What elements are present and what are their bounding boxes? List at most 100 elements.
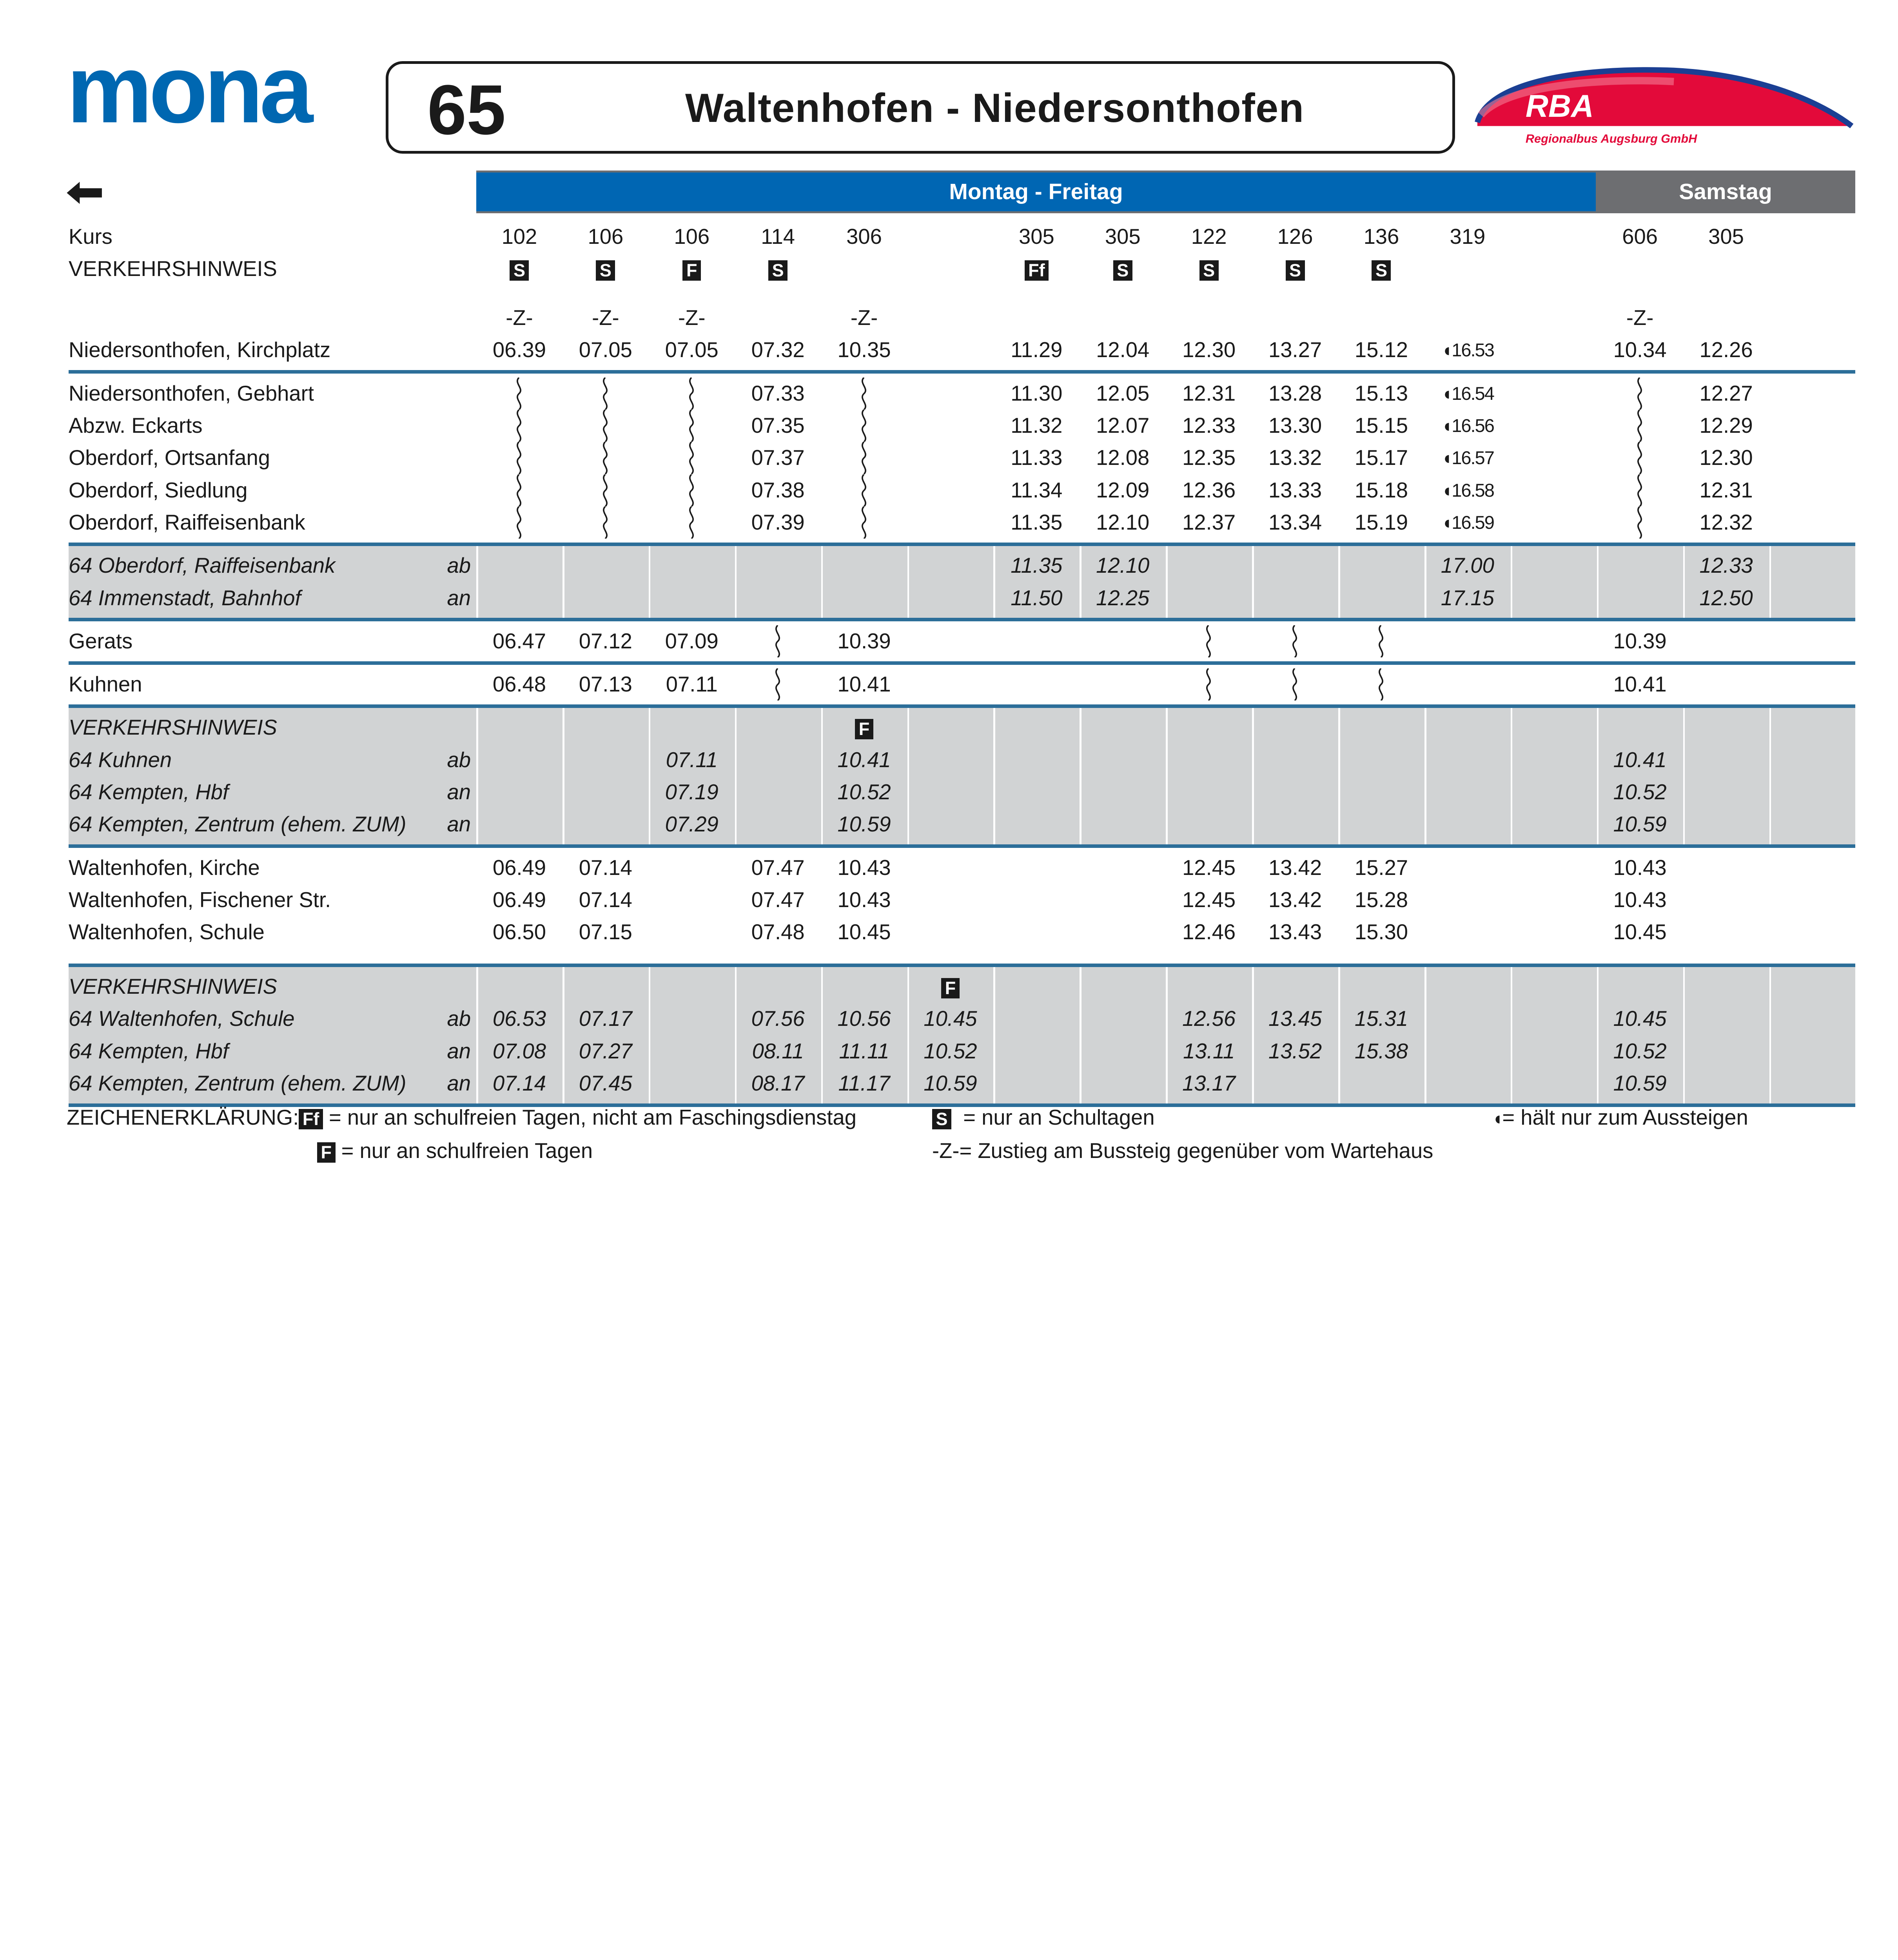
- legend-symbol-z: -Z-: [932, 1139, 960, 1163]
- column-separator: [1252, 708, 1254, 845]
- column-separator: [648, 967, 651, 1103]
- departure-time: 07.48: [751, 920, 805, 944]
- timetable-row: Waltenhofen, Schule 06.50 07.15 07.48 10.45 1…: [69, 916, 1855, 948]
- badge-f: F: [941, 978, 960, 998]
- timetable-row: Waltenhofen, Fischener Str. 06.49 07.14 07.…: [69, 884, 1855, 916]
- stop-name: VERKEHRSHINWEIS: [69, 975, 277, 999]
- departure-time: 12.08: [1096, 446, 1150, 470]
- departure-time: 07.09: [665, 629, 719, 653]
- arr-dep-marker: ab: [447, 1007, 471, 1031]
- departure-time: 07.05: [665, 338, 719, 362]
- departure-time: 07.11: [666, 672, 718, 697]
- badge-s: S: [1199, 260, 1219, 281]
- departure-time: 12.46: [1182, 920, 1236, 944]
- timetable-row: VERKEHRSHINWEIS F: [69, 971, 1855, 1003]
- column-separator: [993, 708, 996, 845]
- stop-name: 64 Kuhnen: [69, 748, 172, 772]
- course-number: 126: [1277, 225, 1313, 249]
- departure-time: 15.19: [1354, 510, 1408, 534]
- course-number: 319: [1450, 225, 1486, 249]
- departure-time: 17.00: [1441, 554, 1494, 578]
- departure-time: 12.50: [1699, 586, 1753, 610]
- departure-time: 07.14: [579, 855, 632, 880]
- departure-time: 07.19: [665, 780, 719, 804]
- departure-time: 15.38: [1354, 1039, 1408, 1063]
- timetable-row: Oberdorf, Raiffeisenbank 07.39 11.35 12.10 1…: [69, 506, 1855, 539]
- service-note-badge: F: [907, 971, 994, 1003]
- departure-time: 12.26: [1699, 338, 1753, 362]
- timetable-row: VERKEHRSHINWEIS F: [69, 711, 1855, 744]
- column-separator: [1510, 546, 1513, 618]
- arr-dep-marker: an: [447, 1039, 471, 1063]
- departure-time: 13.52: [1268, 1039, 1322, 1063]
- departure-time: 15.30: [1354, 920, 1408, 944]
- departure-time: 07.39: [751, 510, 805, 534]
- timetable-row: 64 Kempten, Zentrum (ehem. ZUM) an 07.14 07…: [69, 1067, 1855, 1100]
- legend-item-f: F = nur an schulfreien Tagen: [317, 1138, 593, 1164]
- departure-time: 13.11: [1183, 1039, 1235, 1063]
- timetable-row: Oberdorf, Ortsanfang 07.37 11.33 12.08 12.35…: [69, 442, 1855, 474]
- stop-name: Oberdorf, Raiffeisenbank: [69, 510, 305, 534]
- departure-time: -Z-: [592, 306, 619, 330]
- departure-time: 15.13: [1354, 381, 1408, 405]
- departure-time: 10.41: [1613, 672, 1667, 697]
- half-stop-icon: ◖: [1492, 1108, 1503, 1129]
- departure-time: 07.33: [751, 381, 805, 405]
- departure-time: 10.34: [1613, 338, 1667, 362]
- departure-time: 07.56: [751, 1007, 805, 1031]
- departure-time: 15.15: [1354, 414, 1408, 438]
- column-separator: [1597, 708, 1599, 845]
- column-separator: [1683, 546, 1685, 618]
- stop-name: Waltenhofen, Schule: [69, 920, 265, 944]
- departure-time: 12.30: [1182, 338, 1236, 362]
- stop-name: 64 Kempten, Zentrum (ehem. ZUM): [69, 1071, 406, 1095]
- departure-time: 10.59: [1613, 812, 1667, 837]
- timetable-row: 64 Oberdorf, Raiffeisenbank ab 11.35 12.10 1…: [69, 550, 1855, 582]
- departure-time: 10.45: [1613, 1007, 1667, 1031]
- departure-time: 12.32: [1699, 510, 1753, 534]
- column-separator: [821, 708, 823, 845]
- departure-time: 11.50: [1011, 586, 1063, 610]
- service-note-badge: S: [476, 253, 563, 285]
- departure-time: 12.27: [1699, 381, 1753, 405]
- departure-time: 07.37: [751, 446, 805, 470]
- departure-time: 15.17: [1354, 446, 1408, 470]
- departure-time: 10.43: [1613, 855, 1667, 880]
- departure-time: 10.52: [924, 1039, 977, 1063]
- column-separator: [1769, 967, 1771, 1103]
- timetable: Kurs 102 106 106 114 306 305 305 122 126 136 319 606…: [69, 215, 1858, 1107]
- departure-time: 10.43: [837, 887, 891, 912]
- column-separator: [648, 546, 651, 618]
- service-note-badge: F: [821, 711, 907, 744]
- badge-s: S: [768, 260, 788, 281]
- column-separator: [476, 967, 478, 1103]
- stop-name: 64 Waltenhofen, Schule: [69, 1007, 295, 1031]
- departure-time: -Z-: [1626, 306, 1654, 330]
- departure-time: 06.39: [492, 338, 546, 362]
- departure-time-alight-only: ◖16.57: [1441, 447, 1495, 468]
- stop-name: Gerats: [69, 629, 133, 653]
- legend-symbol-f: F: [317, 1142, 336, 1163]
- timetable-row: Oberdorf, Siedlung 07.38 11.34 12.09 12.36 13…: [69, 474, 1855, 506]
- rba-logo: RBA Regionalbus Augsburg GmbH: [1475, 67, 1854, 145]
- stop-name: Oberdorf, Siedlung: [69, 478, 248, 502]
- badge-f: F: [682, 260, 701, 281]
- timetable-row: Niedersonthofen, Kirchplatz 06.39 07.05 07.…: [69, 334, 1855, 366]
- departure-time: 06.49: [492, 855, 546, 880]
- departure-time: 11.30: [1011, 381, 1063, 405]
- departure-time: 13.42: [1268, 887, 1322, 912]
- departure-time: 12.36: [1182, 478, 1236, 502]
- departure-time: 07.32: [751, 338, 805, 362]
- arr-dep-marker: ab: [447, 554, 471, 578]
- svg-text:Regionalbus Augsburg GmbH: Regionalbus Augsburg GmbH: [1526, 132, 1697, 145]
- departure-time-alight-only: ◖16.56: [1441, 415, 1495, 436]
- departure-time: 10.43: [837, 855, 891, 880]
- column-separator: [562, 967, 564, 1103]
- departure-time: 12.29: [1699, 414, 1753, 438]
- departure-time: 11.11: [839, 1039, 889, 1063]
- course-number: 305: [1105, 225, 1141, 249]
- departure-time: 11.17: [838, 1071, 890, 1095]
- stop-name: Abzw. Eckarts: [69, 414, 203, 438]
- course-number: 114: [761, 225, 795, 249]
- departure-time: 07.47: [751, 855, 805, 880]
